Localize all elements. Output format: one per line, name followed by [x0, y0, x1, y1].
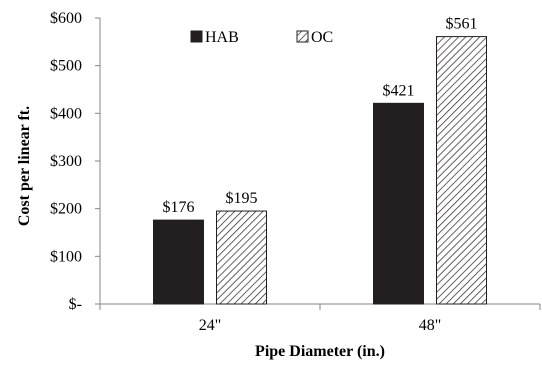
- bar-oc-1: [436, 36, 487, 305]
- y-tick-label: $200: [50, 201, 82, 218]
- y-tick-label: $500: [50, 58, 82, 75]
- data-label: $561: [446, 16, 478, 33]
- y-axis-title: Cost per linear ft.: [16, 106, 33, 226]
- y-tick-label: $-: [69, 296, 82, 313]
- x-axis: 24" 48": [99, 303, 541, 334]
- data-label: $195: [226, 190, 258, 207]
- y-tick-label: $100: [50, 248, 82, 265]
- bar-hab-0: [153, 219, 204, 305]
- legend-swatch-oc: [296, 30, 309, 43]
- legend: HAB OC: [190, 29, 333, 46]
- legend-label-hab: HAB: [205, 29, 239, 46]
- y-axis: $- $100 $200 $300 $400 $500 $600: [50, 10, 101, 313]
- bar-oc-0: [216, 210, 267, 305]
- bars: [153, 36, 487, 305]
- y-tick-label: $300: [50, 153, 82, 170]
- bar-hab-1: [373, 102, 424, 305]
- x-tick-label: 24": [199, 317, 222, 334]
- data-label: $176: [163, 199, 195, 216]
- x-axis-title: Pipe Diameter (in.): [255, 343, 385, 360]
- y-tick-label: $400: [50, 105, 82, 122]
- data-label: $421: [383, 82, 415, 99]
- y-tick-label: $600: [50, 10, 82, 27]
- legend-swatch-hab: [190, 30, 203, 43]
- x-tick-label: 48": [419, 317, 442, 334]
- legend-label-oc: OC: [311, 29, 333, 46]
- data-labels: $176 $195 $421 $561: [163, 16, 478, 217]
